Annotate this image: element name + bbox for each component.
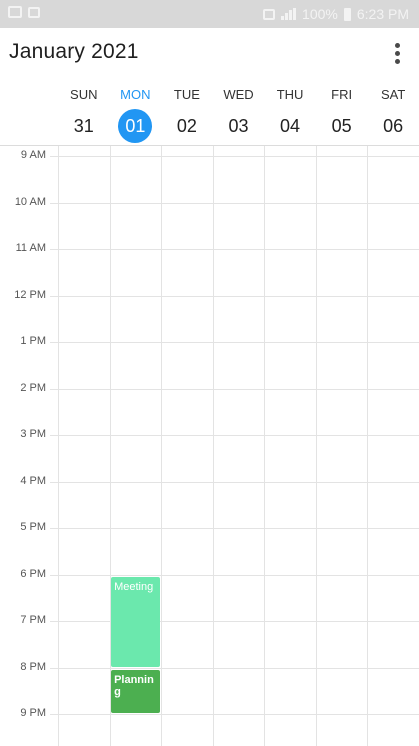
signal-icon (281, 8, 297, 20)
hour-label: 8 PM (20, 660, 46, 673)
hour-line (50, 621, 419, 622)
day-column-divider (367, 146, 369, 746)
day-header-tue[interactable]: TUE 02 (161, 80, 213, 144)
day-column-divider (161, 146, 163, 746)
event-meeting[interactable]: Meeting (111, 576, 160, 667)
day-name: SAT (381, 87, 406, 102)
hour-line (50, 388, 419, 390)
hour-line (50, 667, 419, 669)
hour-label: 10 AM (14, 195, 46, 208)
status-bar: 100% 6:23 PM (0, 0, 419, 28)
hour-line (50, 295, 419, 297)
hour-line (50, 202, 419, 204)
day-name: TUE (173, 87, 200, 102)
day-header-sat[interactable]: SAT 06 (367, 80, 419, 144)
hour-label: 2 PM (20, 381, 46, 394)
day-header-fri[interactable]: FRI 05 (316, 80, 368, 144)
hour-label: 6 PM (20, 567, 46, 580)
day-header-thu[interactable]: THU 04 (264, 80, 316, 144)
day-date[interactable]: 31 (73, 116, 94, 136)
hour-label: 9 AM (20, 149, 46, 161)
day-column-divider (109, 146, 111, 746)
week-day-header: SUN 31 MON 01 TUE 02 WED 03 THU 04 FRI 05 SAT 06 (58, 80, 419, 144)
hour-label: 3 PM (20, 428, 46, 440)
media-icon (28, 6, 40, 18)
day-name: SUN (70, 87, 98, 102)
time-grid[interactable]: 9 AM 10 AM 11 AM 12 PM 1 PM 2 PM 3 PM 4 PM 5 PM 6… (0, 146, 419, 746)
hour-label: 1 PM (20, 335, 46, 347)
status-left (8, 6, 40, 18)
day-date[interactable]: 05 (331, 116, 352, 136)
notification-icon (8, 6, 22, 18)
day-column-divider (212, 146, 214, 746)
battery-icon (343, 7, 351, 21)
hour-line (50, 528, 419, 529)
hour-line (50, 156, 419, 157)
hour-line (50, 435, 419, 436)
month-title[interactable]: January 2021 (9, 40, 139, 63)
status-time: 6:23 PM (356, 6, 409, 22)
day-column-divider (315, 146, 317, 746)
day-name: FRI (331, 87, 353, 102)
hour-line (50, 342, 419, 343)
data-icon (263, 8, 276, 20)
day-date[interactable]: 03 (228, 116, 249, 136)
header-divider (0, 145, 419, 146)
hour-label: 7 PM (20, 614, 46, 626)
more-vert-icon[interactable] (387, 40, 407, 66)
hour-label: 12 PM (14, 288, 46, 301)
status-right: 100% 6:23 PM (263, 6, 409, 22)
day-header-mon[interactable]: MON 01 (110, 80, 162, 144)
today-date-badge[interactable]: 01 (118, 109, 153, 143)
battery-percent: 100% (302, 6, 338, 22)
day-name: WED (223, 87, 254, 102)
hour-line (50, 574, 419, 576)
day-header-sun[interactable]: SUN 31 (58, 80, 110, 144)
day-date[interactable]: 02 (176, 116, 197, 136)
day-name: MON (120, 87, 151, 102)
hour-line (50, 249, 419, 250)
day-date[interactable]: 04 (280, 116, 301, 136)
hour-line (50, 714, 419, 715)
day-name: THU (276, 87, 304, 102)
hour-label: 11 AM (15, 242, 46, 254)
calendar-header: January 2021 (0, 28, 419, 76)
day-column-divider (264, 146, 266, 746)
event-planning[interactable]: Planning (111, 669, 160, 713)
hour-line (50, 481, 419, 483)
hour-label: 9 PM (20, 707, 46, 719)
hour-label: 5 PM (20, 521, 46, 533)
day-date[interactable]: 06 (383, 116, 404, 136)
hour-label: 4 PM (20, 474, 46, 487)
day-column-divider (58, 146, 59, 746)
day-header-wed[interactable]: WED 03 (213, 80, 265, 144)
